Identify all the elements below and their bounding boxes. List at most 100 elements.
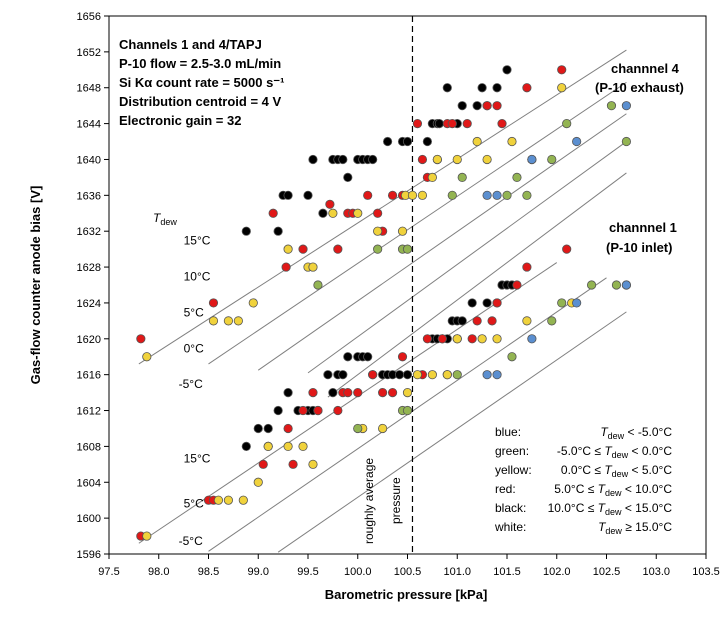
data-point-green [457,172,467,182]
isoline-label: 0°C [184,341,204,355]
channel-1-gas: (P-10 inlet) [606,240,672,255]
data-point-red [208,298,219,308]
channel-4-gas: (P-10 exhaust) [595,80,684,95]
dewpoint-labels: 15°C 10°C 5°C 0°C -5°C 15°C 5°C -5°C [179,234,211,548]
data-point-green [586,280,597,290]
data-point-green [621,136,632,147]
data-point-yellow [298,441,308,451]
data-point-black [241,226,251,236]
data-point-black [363,352,373,362]
x-axis-title: Barometric pressure [kPa] [325,587,488,602]
data-point-black [283,387,293,398]
data-point-red [472,316,482,326]
data-point-blue [572,298,582,308]
data-point-black [482,298,492,308]
data-point-black [328,387,338,398]
info-block: Channels 1 and 4/TAPJ P-10 flow = 2.5-3.… [119,37,285,128]
data-point-yellow [427,172,437,182]
data-point-red [482,101,492,111]
data-point-red [288,459,298,469]
series-blue [482,101,632,380]
info-line: Si Kα count rate = 5000 s⁻¹ [119,75,285,90]
data-point-black [343,172,353,182]
data-point-red [378,387,388,398]
data-points [136,65,632,541]
data-point-red [497,119,507,129]
data-point-yellow [223,316,233,326]
data-point-green [373,244,383,254]
isoline-lower [277,311,627,553]
data-point-yellow [507,136,517,147]
data-point-yellow [248,298,258,308]
legend-color-name: black: [495,501,526,515]
series-yellow [142,83,577,541]
data-point-yellow [263,441,273,451]
x-tick-label: 101.5 [493,566,521,578]
data-point-yellow [452,154,462,165]
x-tick-label: 97.5 [98,566,119,578]
y-tick-label: 1596 [77,549,101,561]
data-point-yellow [223,495,233,505]
data-point-red [492,101,502,111]
data-point-black [308,154,318,165]
data-point-red [313,405,323,416]
data-point-yellow [253,477,263,487]
data-point-yellow [482,154,492,165]
isoline-upper [307,141,627,374]
data-point-blue [572,136,582,147]
data-point-red [258,459,268,469]
data-point-yellow [308,262,318,272]
data-point-green [611,280,622,290]
data-point-yellow [328,208,338,218]
data-point-yellow [412,370,423,380]
data-point-yellow [397,226,408,236]
legend-color-name: red: [495,482,516,496]
data-point-yellow [492,334,502,344]
isoline-upper [138,49,627,365]
legend-color-name: yellow: [495,463,532,477]
data-point-red [325,199,335,209]
data-point-yellow [233,316,243,326]
data-point-red [268,208,278,218]
data-point-red [333,244,343,254]
isoline-label: -5°C [179,377,203,391]
data-point-yellow [477,334,487,344]
y-axis: 1596 1600 1604 1608 1612 1616 1620 1624 1628 1632… [77,11,109,561]
data-point-red [298,405,308,416]
data-point-yellow [472,136,482,147]
data-point-blue [527,154,537,165]
data-point-black [382,136,393,147]
x-tick-label: 98.5 [198,566,219,578]
data-point-red [281,262,291,272]
legend-condition: -5.0°C ≤ Tdew < 0.0°C [557,444,672,460]
data-point-red [387,387,398,398]
legend-condition: Tdew < -5.0°C [600,425,672,441]
data-point-black [467,298,477,308]
y-tick-label: 1624 [77,298,101,310]
isoline-upper [208,81,627,365]
data-point-red [412,119,423,129]
data-point-yellow [308,459,318,469]
data-point-red [353,387,363,398]
data-point-green [547,316,557,326]
data-point-yellow [407,190,418,200]
data-point-black [273,405,283,416]
data-point-red [343,387,353,398]
data-point-red [397,352,408,362]
y-tick-label: 1616 [77,370,101,382]
data-point-green [522,190,532,200]
legend: blue: Tdew < -5.0°C green: -5.0°C ≤ Tdew < … [494,425,672,536]
data-point-yellow [452,334,462,344]
data-point-black [502,65,512,75]
data-point-black [263,423,273,434]
y-axis-title: Gas-flow counter anode bias [V] [28,186,43,385]
x-tick-label: 100.5 [394,566,422,578]
data-point-green [452,370,462,380]
data-point-black [323,370,333,380]
x-tick-label: 99.0 [248,566,269,578]
data-point-yellow [522,316,532,326]
average-pressure-label-line2: pressure [389,477,403,524]
data-point-blue [482,190,492,200]
average-pressure-label-line1: roughly average [362,458,376,544]
